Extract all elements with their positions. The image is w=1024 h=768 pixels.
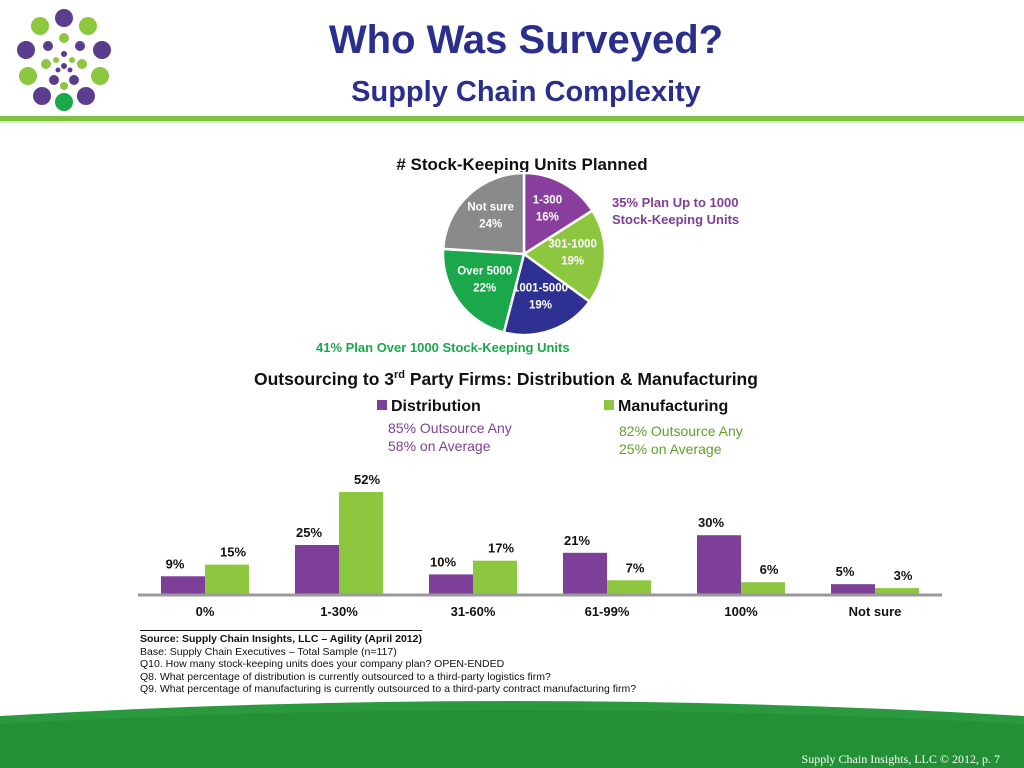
bar-manufacturing-3 <box>473 560 517 594</box>
bar-label-distribution-2: 25% <box>296 525 322 540</box>
bar-label-manufacturing-3: 17% <box>488 541 514 556</box>
legend-label-distribution: Distribution <box>391 398 481 415</box>
pie-value-over-5000: 22% <box>473 283 496 295</box>
bar-label-manufacturing-5: 6% <box>760 562 779 577</box>
sku-pie-chart: # Stock-Keeping Units Planned 1-300 16% 30… <box>316 155 739 355</box>
outsourcing-bar-chart: Outsourcing to 3rd Party Firms: Distribu… <box>138 369 942 619</box>
q8-note: Q8. What percentage of distribution is c… <box>140 670 551 683</box>
pie-annotation-up-to-1000-line-1: 35% Plan Up to 1000 <box>612 195 738 210</box>
bar-manufacturing-2 <box>339 492 383 594</box>
x-tick-label-5: 100% <box>724 604 758 619</box>
pie-value-1001-5000: 19% <box>529 300 552 312</box>
page-subtitle: Supply Chain Complexity <box>351 76 701 108</box>
bar-label-distribution-5: 30% <box>698 515 724 530</box>
bar-chart-title-pre: Outsourcing to 3 <box>254 369 394 389</box>
pie-annotation-over-1000: 41% Plan Over 1000 Stock-Keeping Units <box>316 340 570 355</box>
bar-label-distribution-4: 21% <box>564 533 590 548</box>
company-logo <box>17 9 111 111</box>
pie-label-over-5000: Over 5000 <box>457 266 512 278</box>
bar-label-manufacturing-1: 15% <box>220 545 246 560</box>
page-title: Who Was Surveyed? <box>328 18 724 62</box>
legend-label-manufacturing: Manufacturing <box>618 398 728 415</box>
bar-distribution-3 <box>429 574 473 594</box>
legend-swatch-distribution <box>377 400 387 410</box>
footer-text: Supply Chain Insights, LLC © 2012, p. 7 <box>801 752 1000 766</box>
bar-manufacturing-1 <box>205 564 249 594</box>
bar-label-distribution-6: 5% <box>836 564 855 579</box>
bar-label-manufacturing-4: 7% <box>626 560 645 575</box>
source-notes: Source: Supply Chain Insights, LLC – Agi… <box>140 630 760 696</box>
base-note: Base: Supply Chain Executives – Total Sa… <box>140 645 397 658</box>
pie-value-not-sure: 24% <box>479 219 502 231</box>
bar-label-manufacturing-6: 3% <box>894 568 913 583</box>
bar-manufacturing-5 <box>741 582 785 594</box>
q10-note: Q10. How many stock-keeping units does y… <box>140 658 505 671</box>
bar-manufacturing-4 <box>607 580 651 594</box>
bar-label-distribution-3: 10% <box>430 554 456 569</box>
bar-distribution-4 <box>563 552 607 594</box>
bar-chart-title: Outsourcing to 3rd Party Firms: Distribu… <box>254 369 758 389</box>
x-tick-label-4: 61-99% <box>585 604 630 619</box>
pie-slice-301-1000 <box>521 208 607 304</box>
pie-label-not-sure: Not sure <box>467 202 514 214</box>
pie-annotation-up-to-1000-line-2: Stock-Keeping Units <box>612 212 739 227</box>
bar-distribution-1 <box>161 576 205 594</box>
pie-slice-1001-5000 <box>502 251 592 337</box>
pie-slice-1-300 <box>522 171 595 257</box>
legend-swatch-manufacturing <box>604 400 614 410</box>
x-tick-label-6: Not sure <box>849 604 902 619</box>
bar-manufacturing-6 <box>875 588 919 594</box>
header-divider-shadow <box>0 121 1024 123</box>
pie-slice-not-sure <box>441 171 526 256</box>
bar-distribution-2 <box>295 545 339 594</box>
x-tick-label-2: 1-30% <box>320 604 358 619</box>
pie-label-1001-5000: 1001-5000 <box>513 283 568 295</box>
pie-label-301-1000: 301-1000 <box>548 239 597 251</box>
distribution-summary-1: 85% Outsource Any <box>388 420 512 436</box>
x-tick-label-1: 0% <box>196 604 215 619</box>
q9-note: Q9. What percentage of manufacturing is … <box>140 683 637 696</box>
pie-label-1-300: 1-300 <box>533 194 562 206</box>
bar-distribution-5 <box>697 535 741 594</box>
bar-distribution-6 <box>831 584 875 594</box>
bar-label-manufacturing-2: 52% <box>354 472 380 487</box>
pie-chart-title: # Stock-Keeping Units Planned <box>396 155 647 174</box>
pie-value-1-300: 16% <box>536 211 559 223</box>
distribution-summary-2: 58% on Average <box>388 438 491 454</box>
bar-label-distribution-1: 9% <box>166 556 185 571</box>
pie-slice-over-5000 <box>441 247 526 334</box>
footer-band <box>0 701 1024 768</box>
x-tick-label-3: 31-60% <box>451 604 496 619</box>
pie-value-301-1000: 19% <box>561 256 584 268</box>
source-line: Source: Supply Chain Insights, LLC – Agi… <box>140 630 422 646</box>
manufacturing-summary-1: 82% Outsource Any <box>619 423 743 439</box>
bar-chart-title-sup: rd <box>394 369 405 381</box>
bar-chart-title-post: Party Firms: Distribution & Manufacturin… <box>405 369 758 389</box>
header-divider <box>0 116 1024 121</box>
manufacturing-summary-2: 25% on Average <box>619 441 722 457</box>
